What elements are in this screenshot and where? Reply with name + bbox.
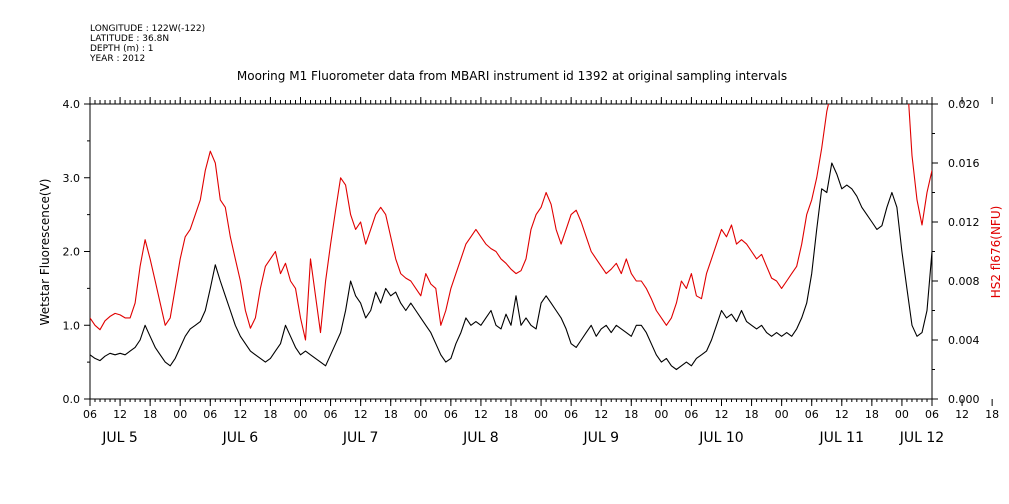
left-tick-label: 0.0 — [63, 393, 81, 406]
meta-latitude: LATITUDE : 36.8N — [90, 34, 169, 44]
series-group — [90, 104, 932, 371]
x-day-label: JUL 7 — [342, 430, 379, 446]
x-hour-label: 06 — [564, 408, 578, 421]
x-hour-label: 18 — [263, 408, 277, 421]
left-tick-label: 3.0 — [63, 172, 81, 185]
x-hour-label: 00 — [895, 408, 909, 421]
x-hour-label: 12 — [715, 408, 729, 421]
right-tick-label: 0.000 — [948, 393, 980, 406]
x-hour-label: 06 — [444, 408, 458, 421]
x-hour-label: 12 — [835, 408, 849, 421]
right-tick-label: 0.020 — [948, 98, 980, 111]
x-day-label: JUL 9 — [582, 430, 619, 446]
x-hour-label: 12 — [354, 408, 368, 421]
x-hour-label: 18 — [504, 408, 518, 421]
x-hour-label: 00 — [294, 408, 308, 421]
right-tick-label: 0.004 — [948, 334, 980, 347]
x-hour-label: 06 — [83, 408, 97, 421]
meta-longitude: LONGITUDE : 122W(-122) — [90, 24, 205, 34]
series-line-hs2-fl676 — [90, 104, 932, 341]
x-hour-label: 06 — [805, 408, 819, 421]
meta-depth: DEPTH (m) : 1 — [90, 44, 153, 54]
right-tick-label: 0.012 — [948, 216, 980, 229]
x-hour-label: 18 — [745, 408, 759, 421]
left-axis-label: Wetstar Fluorescence(V) — [38, 179, 52, 326]
header-meta: LONGITUDE : 122W(-122) LATITUDE : 36.8N … — [89, 24, 205, 64]
x-hour-label: 12 — [594, 408, 608, 421]
x-hour-label: 00 — [173, 408, 187, 421]
left-tick-label: 1.0 — [63, 319, 81, 332]
right-axis: 0.000 0.004 0.008 0.012 0.016 0.020 — [932, 98, 980, 406]
x-day-label: JUL 10 — [698, 430, 743, 446]
x-hour-label: 12 — [233, 408, 247, 421]
plot-frame — [89, 103, 933, 400]
x-day-label: JUL 5 — [101, 430, 138, 446]
x-hour-label: 00 — [414, 408, 428, 421]
x-day-label: JUL 6 — [222, 430, 259, 446]
x-hour-label: 06 — [684, 408, 698, 421]
x-hour-label: 18 — [384, 408, 398, 421]
x-hour-label: 06 — [324, 408, 338, 421]
x-hour-label: 06 — [203, 408, 217, 421]
x-hour-label: 12 — [113, 408, 127, 421]
x-axis: 06 12 18 00 06 12 18 00 06 12 18 00 06 12 18 00 06 12 18 00… — [83, 97, 999, 446]
x-hour-label: 00 — [534, 408, 548, 421]
left-tick-label: 2.0 — [63, 246, 81, 259]
chart-title: Mooring M1 Fluorometer data from MBARI i… — [237, 69, 787, 83]
x-day-label: JUL 12 — [899, 430, 944, 446]
x-hour-label: 18 — [985, 408, 999, 421]
x-hour-label: 12 — [955, 408, 969, 421]
x-hour-label: 00 — [654, 408, 668, 421]
x-hour-label: 18 — [624, 408, 638, 421]
right-tick-label: 0.016 — [948, 157, 980, 170]
x-hour-label: 00 — [775, 408, 789, 421]
series-line-wetstar — [90, 162, 932, 371]
x-day-label: JUL 8 — [462, 430, 499, 446]
x-hour-label: 18 — [865, 408, 879, 421]
x-hour-label: 06 — [925, 408, 939, 421]
x-hour-label: 18 — [143, 408, 157, 421]
right-tick-label: 0.008 — [948, 275, 980, 288]
minor-ticks — [89, 100, 933, 402]
left-axis: 0.0 1.0 2.0 3.0 4.0 — [63, 98, 90, 406]
right-axis-label: HS2 fl676(NFU) — [989, 206, 1003, 299]
meta-year: YEAR : 2012 — [89, 54, 145, 64]
x-day-label: JUL 11 — [819, 430, 864, 446]
left-tick-label: 4.0 — [63, 98, 81, 111]
x-hour-label: 12 — [474, 408, 488, 421]
